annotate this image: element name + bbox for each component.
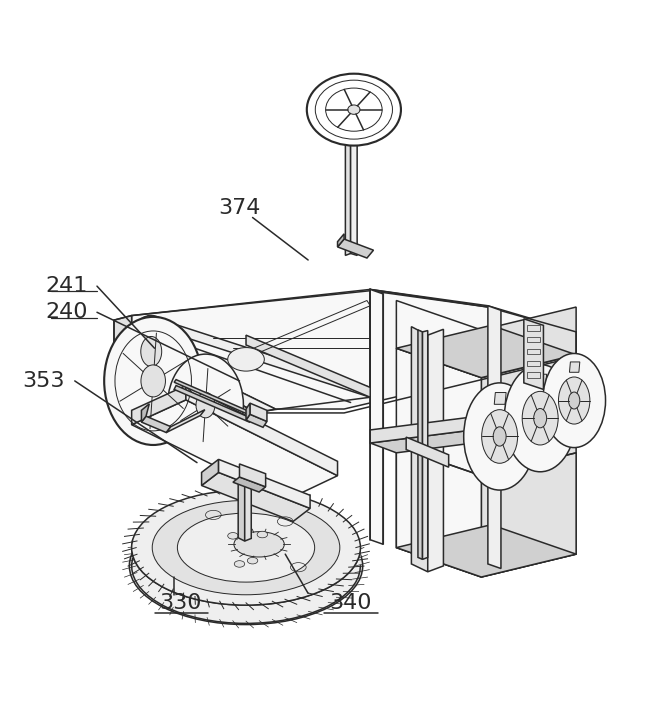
Polygon shape: [246, 414, 267, 427]
Ellipse shape: [234, 531, 284, 557]
Polygon shape: [201, 472, 310, 522]
Ellipse shape: [559, 377, 590, 424]
Text: 340: 340: [330, 593, 372, 613]
Polygon shape: [422, 330, 428, 560]
Ellipse shape: [234, 561, 245, 567]
Polygon shape: [346, 127, 351, 255]
Ellipse shape: [196, 392, 215, 418]
Text: 374: 374: [218, 198, 261, 218]
Ellipse shape: [132, 490, 360, 605]
Polygon shape: [524, 319, 544, 389]
Polygon shape: [114, 338, 275, 413]
Ellipse shape: [141, 365, 166, 397]
Polygon shape: [132, 385, 186, 425]
Polygon shape: [142, 404, 149, 422]
Ellipse shape: [141, 337, 162, 366]
Polygon shape: [481, 307, 576, 378]
Polygon shape: [218, 459, 310, 508]
Ellipse shape: [248, 557, 258, 564]
Ellipse shape: [228, 533, 238, 539]
Polygon shape: [535, 374, 547, 386]
Polygon shape: [481, 355, 576, 577]
Polygon shape: [481, 453, 576, 577]
Polygon shape: [132, 290, 576, 409]
Polygon shape: [406, 437, 449, 467]
Polygon shape: [132, 541, 360, 624]
Polygon shape: [240, 464, 265, 486]
Text: 241: 241: [45, 276, 87, 296]
Polygon shape: [370, 407, 550, 443]
Polygon shape: [166, 410, 205, 432]
Polygon shape: [370, 420, 576, 453]
Polygon shape: [428, 329, 444, 572]
Polygon shape: [338, 239, 373, 258]
Polygon shape: [397, 325, 576, 378]
Polygon shape: [201, 459, 218, 486]
Polygon shape: [569, 362, 580, 373]
Polygon shape: [142, 416, 171, 432]
Polygon shape: [411, 327, 428, 572]
Polygon shape: [245, 483, 252, 541]
Polygon shape: [250, 403, 267, 421]
Ellipse shape: [482, 410, 518, 463]
Polygon shape: [495, 392, 506, 404]
Ellipse shape: [228, 347, 264, 371]
Polygon shape: [370, 290, 383, 544]
Polygon shape: [397, 446, 481, 577]
Polygon shape: [114, 316, 132, 342]
Ellipse shape: [129, 508, 363, 624]
Polygon shape: [238, 482, 245, 541]
Ellipse shape: [177, 513, 314, 582]
Polygon shape: [397, 300, 481, 378]
Ellipse shape: [504, 365, 576, 472]
Polygon shape: [418, 330, 422, 560]
Polygon shape: [233, 477, 265, 492]
Ellipse shape: [126, 316, 176, 387]
Ellipse shape: [522, 392, 558, 445]
Polygon shape: [174, 385, 252, 422]
Polygon shape: [132, 400, 338, 501]
Polygon shape: [246, 335, 370, 397]
Polygon shape: [397, 348, 481, 577]
Ellipse shape: [152, 501, 340, 595]
Polygon shape: [186, 385, 338, 476]
Polygon shape: [351, 127, 357, 255]
Ellipse shape: [104, 317, 202, 445]
Ellipse shape: [257, 531, 267, 538]
Polygon shape: [488, 306, 501, 569]
Ellipse shape: [534, 408, 547, 428]
Ellipse shape: [348, 105, 360, 115]
Ellipse shape: [167, 354, 244, 456]
Ellipse shape: [569, 392, 580, 409]
Polygon shape: [148, 316, 370, 397]
Text: 240: 240: [45, 302, 87, 322]
Ellipse shape: [307, 74, 401, 146]
Polygon shape: [397, 524, 576, 577]
Text: 330: 330: [160, 593, 202, 613]
Ellipse shape: [493, 427, 506, 446]
Ellipse shape: [543, 354, 606, 448]
Polygon shape: [338, 234, 344, 247]
Polygon shape: [246, 403, 250, 420]
Ellipse shape: [463, 383, 536, 490]
Text: 353: 353: [22, 371, 65, 391]
Polygon shape: [174, 380, 252, 415]
